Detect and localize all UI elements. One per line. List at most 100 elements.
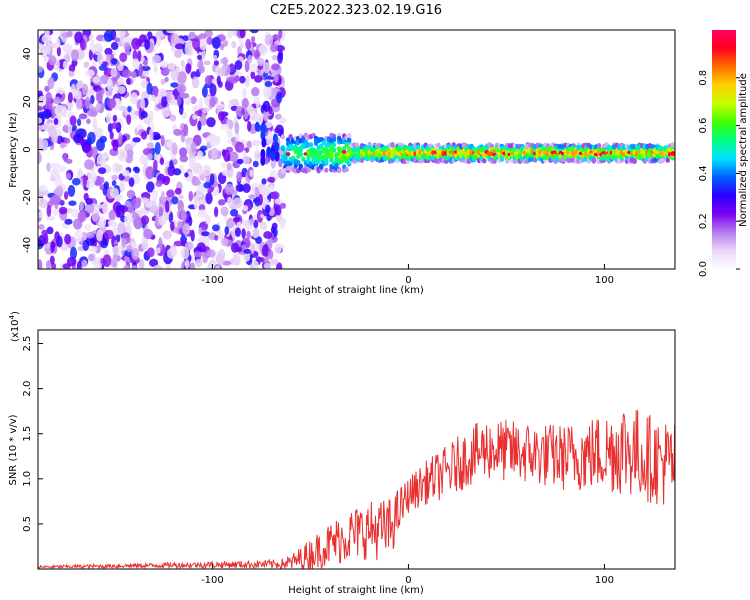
spectrogram-cell [47, 77, 55, 90]
spectrogram-cell [118, 132, 123, 145]
spectrogram-cell [251, 139, 261, 147]
spectrogram-cell [285, 152, 291, 156]
figure-title: C2E5.2022.323.02.19.G16 [270, 3, 442, 18]
spectrogram-cell [270, 151, 276, 162]
spectrogram-cell [252, 260, 259, 269]
snr-ytick-label: 2.5 [22, 336, 33, 352]
spectrogram-cell [85, 235, 95, 246]
spectrogram-cell [67, 92, 73, 104]
spectrogram-cell [131, 70, 137, 79]
spectrogram-cell [153, 159, 158, 172]
spectrogram-cell [81, 259, 88, 268]
spectrogram-cell [212, 36, 221, 49]
spectrogram-cell [62, 43, 73, 54]
spectrogram-cell [128, 177, 135, 187]
spectrogram-cell [336, 168, 342, 174]
spectrogram-cell [145, 201, 153, 208]
spectrogram-cell [152, 188, 158, 202]
spectrogram-cell [59, 142, 65, 149]
spectrogram-cell [670, 151, 675, 155]
spectrogram-cell [596, 143, 602, 149]
spectrogram-cell [70, 246, 77, 260]
spectrogram-cell [264, 121, 273, 129]
spectrogram-cell [573, 149, 579, 155]
spectrogram-cell [276, 91, 283, 104]
spectrogram-cell [79, 200, 84, 212]
spectrogram-cell [152, 265, 163, 269]
spectrogram-cell [144, 39, 151, 50]
spectrogram-cell [106, 78, 114, 92]
spectrogram-cell [164, 76, 169, 83]
spectrogram-cell [222, 56, 229, 66]
spectrogram-cell [172, 168, 182, 176]
colorbar-tick-label: 0.6 [698, 118, 709, 134]
spectrogram-cell [151, 54, 162, 63]
spectrogram-cell [56, 235, 63, 248]
spectrogram-cell [242, 88, 247, 98]
spectrogram-cell [228, 119, 234, 130]
spectrogram-cell [354, 142, 360, 148]
spectrogram-cell [92, 117, 98, 130]
spectrogram-cell [94, 261, 102, 269]
spectrogram-cell [159, 90, 168, 97]
spectrogram-cell [65, 172, 72, 180]
spectrogram-cell [499, 156, 505, 162]
spectrogram-cell [206, 117, 216, 128]
spectrogram-cell [195, 186, 203, 199]
spectrogram-cell [665, 157, 670, 163]
spectrogram-cell [249, 169, 255, 177]
spectrogram-cell [38, 224, 45, 230]
spectrogram-cell [210, 147, 219, 161]
spectrogram-xtick-label: -100 [201, 275, 224, 286]
spectrogram-cell [261, 178, 267, 185]
spectrogram-cell [107, 98, 117, 109]
spectrogram-cell [277, 52, 283, 64]
spectrogram-cell [112, 139, 119, 152]
spectrogram-cell [198, 199, 204, 206]
spectrogram-cell [505, 158, 510, 164]
spectrogram-cell [279, 117, 287, 124]
spectrogram-cell [64, 233, 72, 245]
spectrogram-cell [270, 191, 280, 200]
spectrogram-cell [78, 168, 83, 178]
spectrogram-cell [228, 151, 239, 162]
spectrogram-cell [155, 30, 166, 38]
spectrogram-cell [68, 70, 75, 77]
spectrogram-cell [85, 202, 95, 214]
spectrogram-cell [250, 111, 256, 117]
spectrogram-panel: -100 0 100 -40 -20 0 20 40 Height of straight l… [8, 29, 676, 296]
spectrogram-cell [49, 255, 55, 265]
spectrogram-cell [103, 181, 110, 191]
spectrogram-cell [179, 147, 188, 157]
spectrogram-cell [162, 230, 172, 240]
spectrogram-ytick-label: 0 [22, 146, 33, 152]
spectrogram-cell [202, 252, 209, 264]
spectrogram-cell [86, 109, 97, 117]
spectrogram-cell [85, 69, 95, 77]
snr-xlabel: Height of straight line (km) [288, 585, 424, 596]
spectrogram-cell [85, 231, 95, 239]
spectrogram-cell [175, 38, 185, 46]
spectrogram-cell [189, 262, 196, 269]
spectrogram-cell [154, 134, 162, 140]
spectrogram-cell [482, 158, 487, 164]
spectrogram-cell [298, 147, 303, 153]
spectrogram-cell [192, 114, 198, 120]
spectrogram-cell [201, 231, 210, 237]
spectrogram-cell [38, 138, 45, 150]
spectrogram-cell [242, 183, 251, 194]
spectrogram-cell [261, 123, 267, 134]
spectrogram-cell [255, 236, 263, 245]
spectrogram-cell [174, 43, 185, 50]
spectrogram-cell [324, 167, 329, 173]
spectrogram-cell [125, 50, 131, 56]
spectrogram-cell [198, 33, 207, 40]
spectrogram-cell [89, 38, 95, 52]
spectrogram-cell [87, 170, 97, 183]
spectrogram-cell [38, 117, 43, 124]
spectrogram-cell [146, 247, 155, 258]
spectrogram-cell [121, 237, 127, 248]
spectrogram-cell [197, 120, 202, 131]
spectrogram-cell [195, 258, 203, 268]
spectrogram-cell [236, 171, 243, 183]
